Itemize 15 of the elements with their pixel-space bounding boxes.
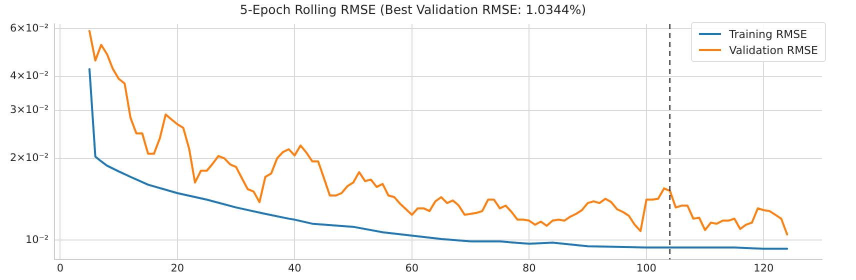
x-tick-label: 60 — [405, 262, 419, 274]
chart-title: 5-Epoch Rolling RMSE (Best Validation RMSE: 1.0344%) — [240, 2, 586, 17]
legend-label: Training RMSE — [729, 28, 808, 40]
y-tick-label: 2×10⁻² — [10, 152, 49, 164]
x-tick-label: 40 — [288, 262, 302, 274]
x-tick-label: 80 — [522, 262, 536, 274]
x-tick-label: 0 — [56, 262, 64, 274]
x-tick-label: 120 — [754, 262, 774, 274]
y-tick-label: 4×10⁻² — [10, 70, 49, 82]
y-tick-label: 3×10⁻² — [10, 104, 49, 116]
x-tick-label: 20 — [170, 262, 184, 274]
x-tick-label: 100 — [636, 262, 656, 274]
legend-label: Validation RMSE — [729, 44, 818, 56]
y-tick-label: 6×10⁻² — [10, 22, 49, 34]
y-tick-label: 10⁻² — [25, 234, 49, 246]
